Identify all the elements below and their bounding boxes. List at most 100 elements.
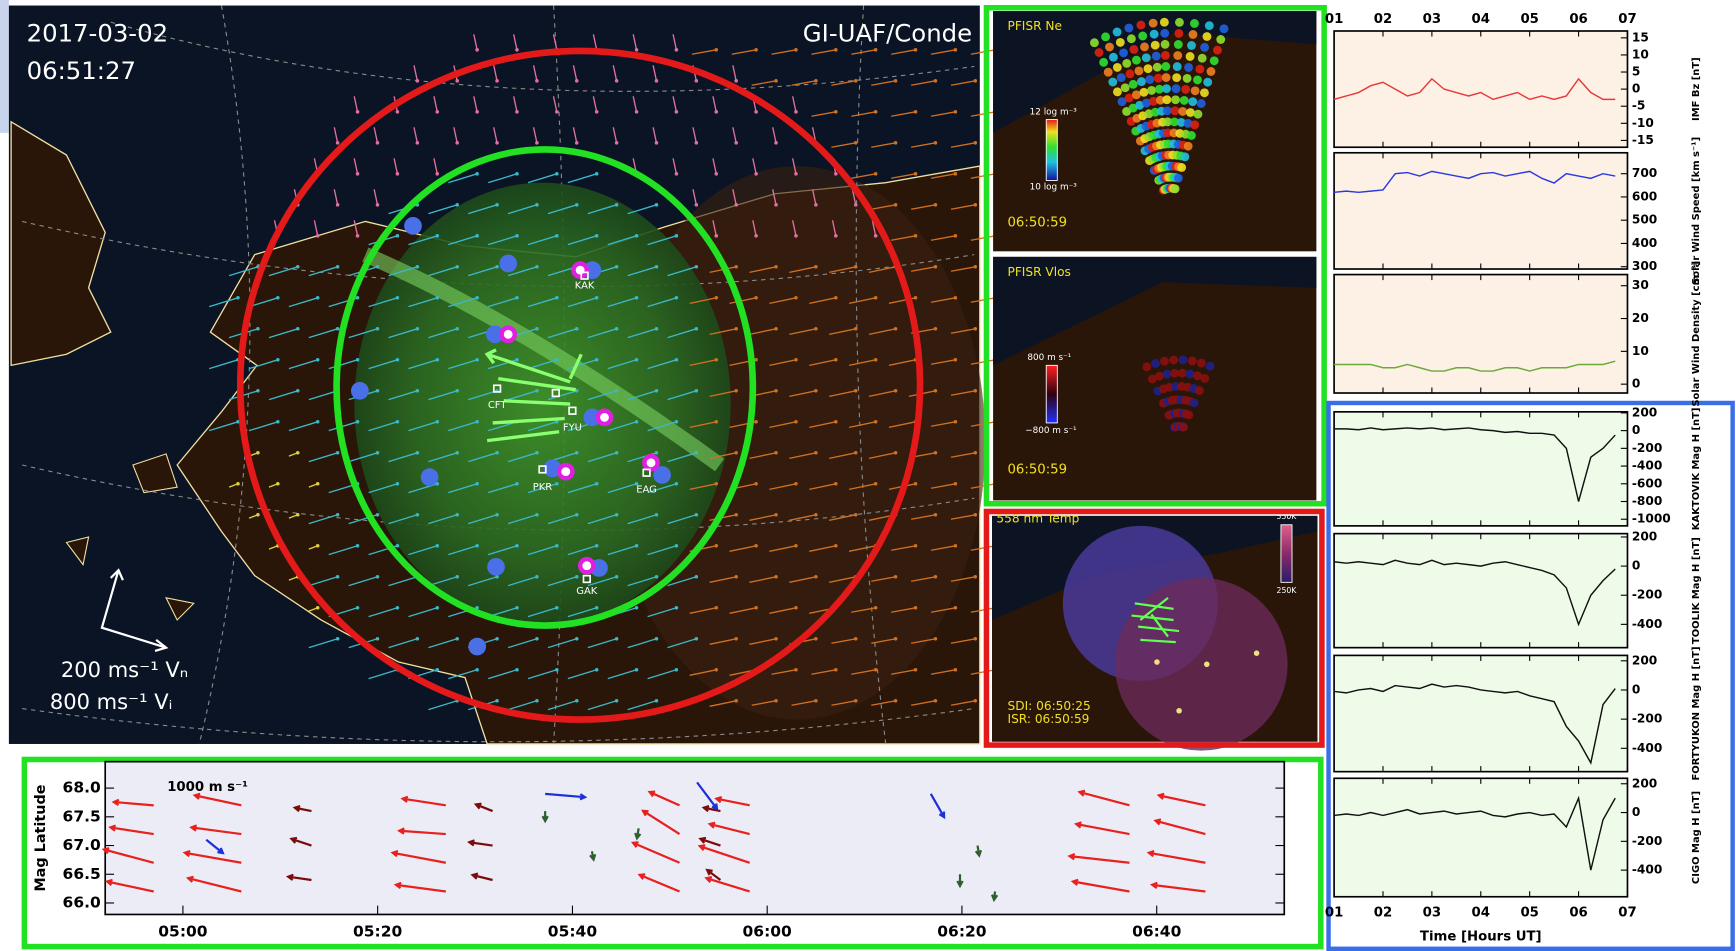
wind-arrow — [888, 421, 916, 428]
data-line — [1334, 795, 1616, 871]
wind-arrow-tip — [913, 606, 918, 610]
wind-arrow-tip — [355, 544, 360, 548]
wind-arrow — [672, 34, 678, 50]
wind-arrow — [428, 638, 458, 649]
wind-arrow-tip — [873, 606, 878, 610]
wind-arrow — [428, 266, 458, 277]
wind-arrow — [512, 34, 518, 50]
y-tick-label: -15 — [1632, 133, 1654, 147]
velocity-vector — [390, 850, 447, 864]
velocity-sample — [1170, 368, 1180, 378]
wind-arrow-tip — [435, 482, 440, 486]
wind-arrow — [831, 220, 837, 236]
wind-arrow — [749, 638, 777, 645]
wind-arrow — [368, 607, 398, 618]
wind-arrow — [587, 328, 617, 339]
density-sample — [1108, 52, 1118, 62]
wind-arrow — [373, 127, 379, 143]
x-tick-label: 02 — [1374, 905, 1392, 920]
wind-arrow — [527, 359, 558, 370]
magnetometer-markers — [499, 261, 660, 575]
wind-arrow — [729, 545, 757, 552]
wind-arrow — [348, 328, 378, 339]
wind-arrow-tip — [535, 327, 539, 331]
wind-arrow — [647, 421, 677, 432]
x-tick-label: 05:00 — [158, 923, 208, 941]
density-sample — [1169, 117, 1179, 127]
wind-arrow — [647, 359, 677, 370]
wind-arrow-tip — [395, 358, 400, 362]
wind-arrow — [769, 421, 797, 428]
y-tick-label: 200 — [1632, 529, 1657, 543]
wind-arrow-tip — [634, 234, 639, 238]
wind-arrow-tip — [734, 265, 738, 269]
wind-arrow-tip — [315, 482, 320, 486]
wind-arrow — [709, 638, 737, 645]
wind-arrow-tip — [674, 544, 679, 548]
wind-arrow — [667, 576, 697, 587]
wind-arrow-tip — [694, 637, 699, 641]
wind-arrow — [771, 669, 797, 675]
aurora-arc — [362, 247, 725, 472]
sky — [991, 515, 1318, 620]
wind-arrow-tip — [315, 420, 320, 424]
density-sample — [1183, 118, 1193, 128]
wind-arrow — [388, 328, 418, 339]
density-sample — [1187, 41, 1196, 50]
island — [65, 453, 195, 621]
wind-arrow-tip — [973, 699, 978, 703]
wind-arrow — [667, 266, 697, 277]
wind-arrow — [930, 49, 956, 55]
wind-arrow — [448, 297, 478, 308]
y-tick-label: -400 — [1632, 617, 1662, 631]
y-tick-label: -200 — [1632, 834, 1662, 848]
y-axis-label: FORTYUKON Mag H [nT] — [1691, 646, 1702, 780]
wind-arrow — [930, 111, 956, 117]
wind-arrow — [527, 297, 558, 308]
wind-arrow-tip — [674, 110, 679, 114]
density-fan — [1090, 17, 1229, 195]
density-sample — [1112, 87, 1122, 97]
wind-arrow — [930, 483, 956, 489]
wind-arrow-tip — [375, 513, 380, 517]
wind-arrow-tip — [774, 327, 778, 331]
wind-arrow-tip — [654, 513, 659, 517]
wind-arrow — [448, 669, 478, 680]
wind-arrow-tip — [395, 420, 400, 424]
density-sample — [1173, 173, 1183, 183]
wind-arrow-tip — [774, 79, 778, 83]
wind-arrow-tip — [555, 482, 559, 486]
wind-arrow — [308, 390, 338, 401]
wind-arrow — [587, 576, 617, 587]
colorbar — [1045, 119, 1058, 181]
wind-arrow — [248, 297, 279, 308]
y-tick-label: 68.0 — [63, 779, 101, 797]
density-sample — [1184, 63, 1194, 72]
wind-arrow-tip — [335, 451, 340, 455]
wind-arrow-tip — [574, 451, 579, 455]
y-tick-label: 5 — [1632, 65, 1640, 79]
y-tick-label: -1000 — [1632, 512, 1671, 526]
wind-arrow — [712, 220, 717, 236]
wind-arrow — [313, 220, 319, 236]
wind-arrow — [388, 638, 418, 649]
wind-arrow-tip — [315, 234, 320, 238]
wind-arrow — [552, 34, 558, 50]
wind-arrow-tip — [734, 389, 738, 393]
velocity-sample — [1162, 369, 1172, 379]
wind-arrow-tip — [794, 606, 798, 610]
ion-vectors — [484, 348, 583, 443]
wind-arrow-tip — [853, 141, 858, 145]
wind-arrow-tip — [933, 513, 938, 517]
wind-arrow-tip — [495, 451, 499, 455]
station-label: PKR — [533, 482, 553, 493]
panel-title: 558 nm Temp — [996, 512, 1079, 526]
wind-arrow-tip — [515, 172, 519, 176]
velocity-sample — [1178, 355, 1188, 365]
wind-arrow-tip — [913, 172, 918, 176]
wind-arrow — [789, 390, 817, 397]
density-sample — [1138, 31, 1148, 41]
panel-time: 06:50:59 — [1007, 216, 1067, 231]
wind-arrow-tip — [654, 141, 659, 145]
data-line — [1334, 683, 1616, 765]
